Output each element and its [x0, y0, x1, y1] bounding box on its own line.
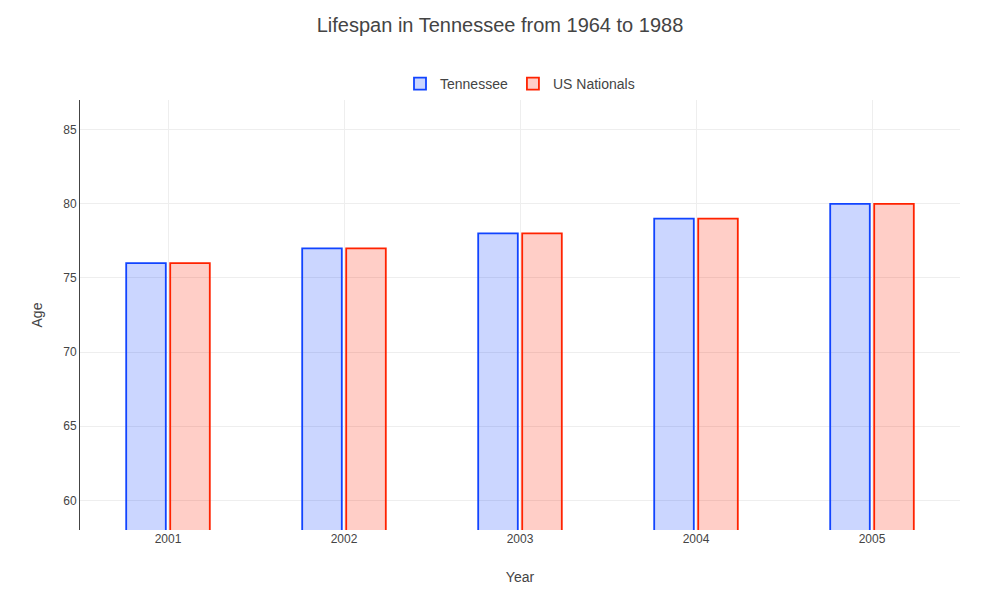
svg-text:2003: 2003 — [507, 532, 534, 546]
svg-text:Age: Age — [29, 302, 45, 327]
svg-text:Lifespan in Tennessee from 196: Lifespan in Tennessee from 1964 to 1988 — [317, 14, 684, 36]
svg-text:Year: Year — [506, 569, 535, 585]
svg-text:80: 80 — [63, 197, 77, 211]
svg-text:85: 85 — [63, 123, 77, 137]
svg-text:2004: 2004 — [683, 532, 710, 546]
svg-text:70: 70 — [63, 345, 77, 359]
svg-text:75: 75 — [63, 271, 77, 285]
svg-text:60: 60 — [63, 494, 77, 508]
svg-text:Tennessee: Tennessee — [440, 76, 508, 92]
svg-text:65: 65 — [63, 419, 77, 433]
svg-text:US Nationals: US Nationals — [553, 76, 635, 92]
svg-text:2005: 2005 — [859, 532, 886, 546]
svg-text:2001: 2001 — [155, 532, 182, 546]
svg-text:2002: 2002 — [331, 532, 358, 546]
